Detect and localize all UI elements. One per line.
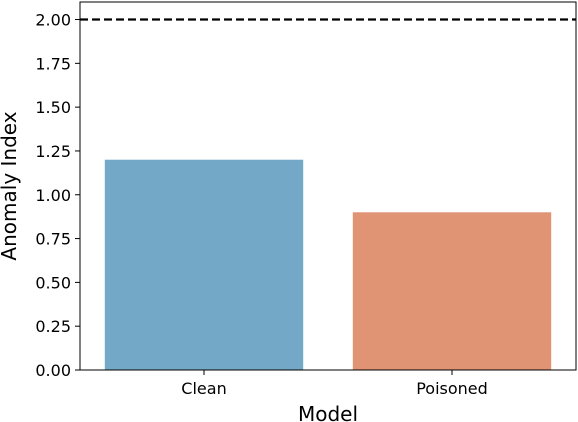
y-tick-label: 0.25: [35, 317, 71, 336]
y-tick-label: 1.25: [35, 142, 71, 161]
bars-group: [104, 159, 552, 370]
plot-frame: [79, 1, 577, 371]
y-tick-label: 1.75: [35, 54, 71, 73]
y-tick-label: 0.00: [35, 361, 71, 380]
bar-poisoned: [352, 212, 552, 370]
y-axis: 0.00 0.25 0.50 0.75 1.00 1.25 1.50 1.75 2.00: [35, 11, 80, 380]
y-tick-label: 1.50: [35, 98, 71, 117]
x-tick-label-clean: Clean: [181, 379, 226, 398]
y-tick-label: 0.75: [35, 230, 71, 249]
y-axis-label: Anomaly Index: [0, 111, 21, 260]
x-axis: Clean Poisoned: [181, 370, 488, 398]
y-tick-label: 0.50: [35, 273, 71, 292]
bar-clean: [104, 159, 304, 370]
y-tick-label: 2.00: [35, 11, 71, 30]
x-tick-label-poisoned: Poisoned: [416, 379, 488, 398]
x-axis-label: Model: [298, 402, 358, 422]
y-tick-label: 1.00: [35, 186, 71, 205]
